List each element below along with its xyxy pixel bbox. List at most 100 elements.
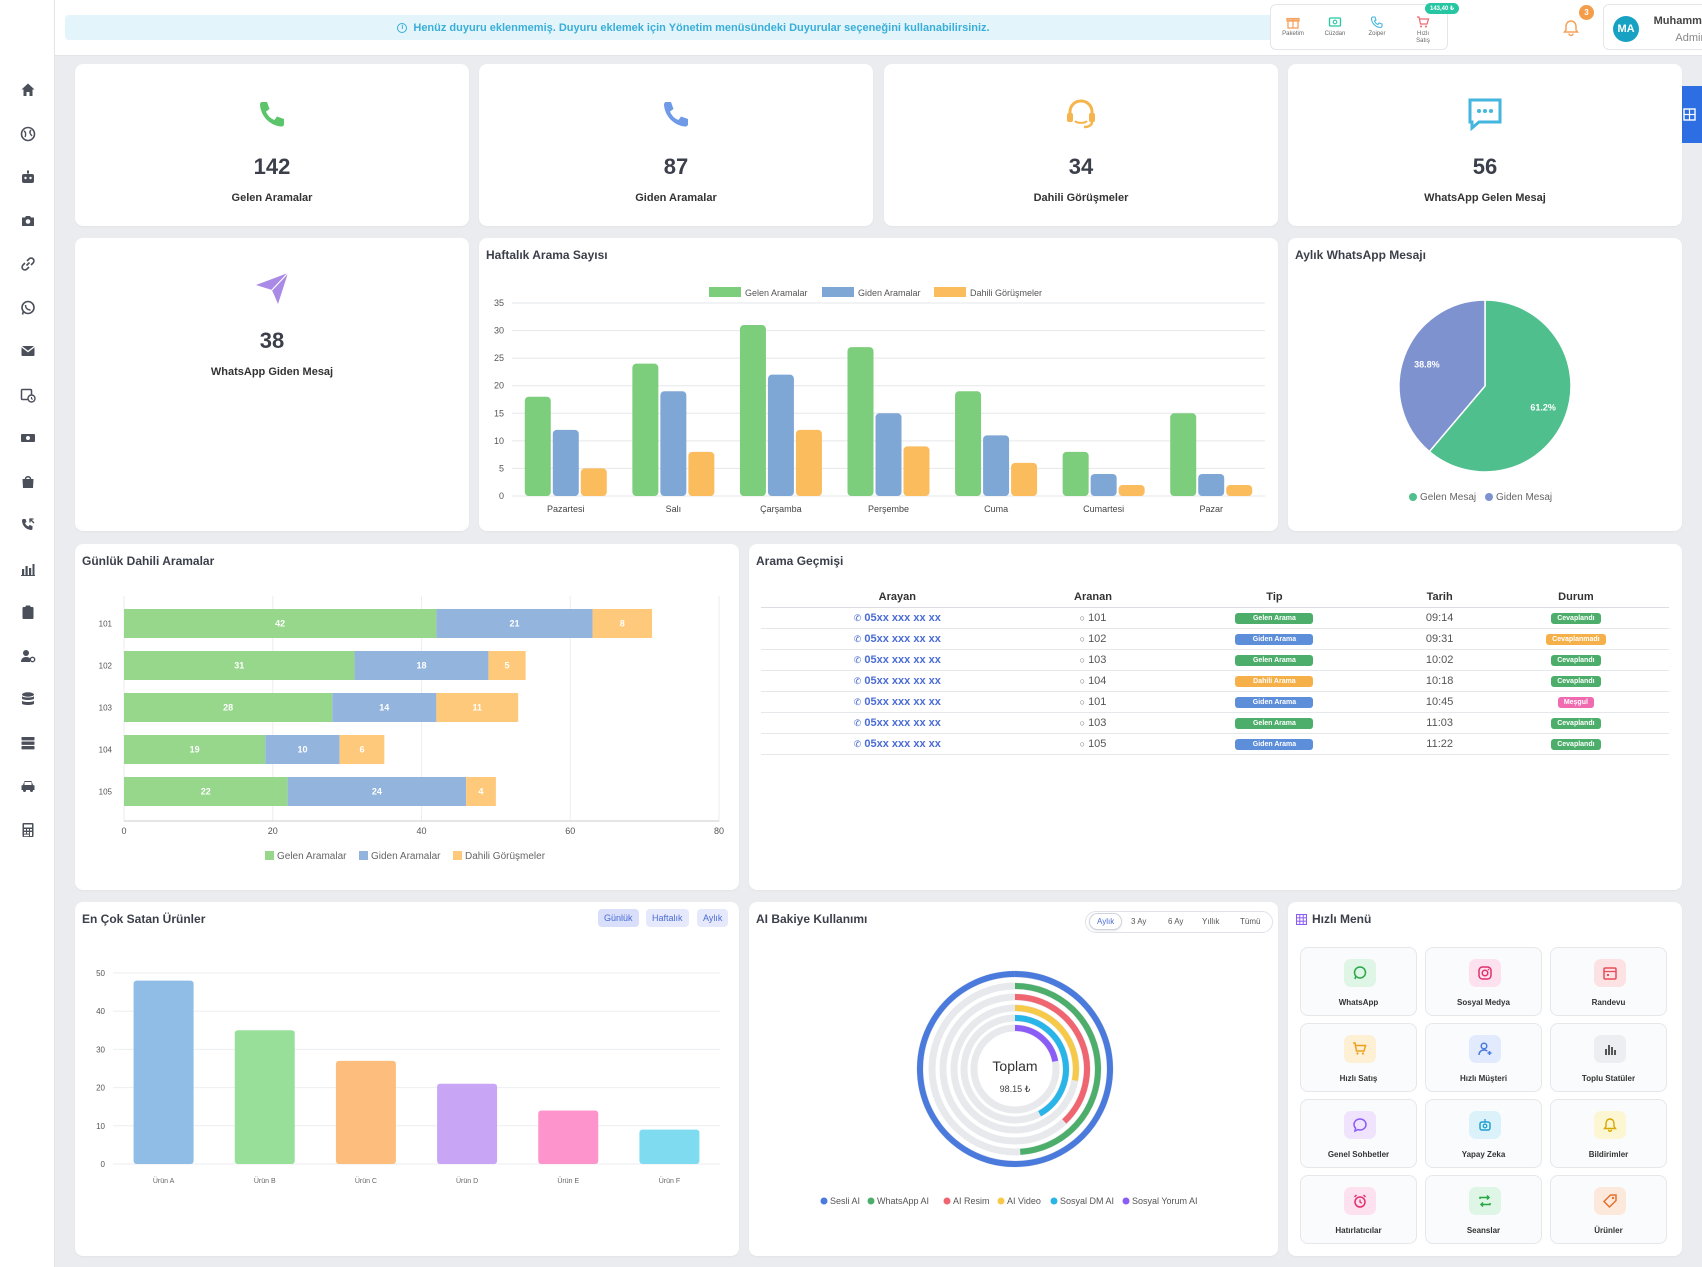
wallet-button[interactable]: Cüzdan — [1315, 15, 1355, 37]
legend-label: Gelen Aramalar — [745, 288, 808, 298]
notifications-button[interactable] — [1561, 18, 1581, 38]
table-row[interactable]: ✆ 05xx xxx xx xx ○ 101 Giden Arama 10:45 Meş… — [761, 691, 1669, 713]
period-3-months[interactable]: 3 Ay — [1131, 917, 1147, 926]
user-settings-icon[interactable] — [18, 646, 38, 666]
robot-icon[interactable] — [18, 167, 38, 187]
bar-segment — [466, 777, 496, 806]
quick-menu-item-whatsapp[interactable]: WhatsApp — [1300, 947, 1417, 1016]
legend-swatch — [453, 851, 462, 860]
quick-sale-button[interactable]: Hızlı Satış — [1399, 15, 1447, 45]
table-row[interactable]: ✆ 05xx xxx xx xx ○ 102 Giden Arama 09:31 Cev… — [761, 628, 1669, 650]
phone-icon: ✆ — [853, 633, 862, 644]
caller-cell[interactable]: ✆ 05xx xxx xx xx — [761, 628, 1034, 650]
y-tick-label: 0 — [499, 491, 504, 501]
tab-weekly[interactable]: Haftalık — [646, 909, 689, 927]
caller-cell[interactable]: ✆ 05xx xxx xx xx — [761, 733, 1034, 755]
col-callee: Aranan — [1033, 588, 1153, 608]
phone-callback-icon[interactable] — [18, 515, 38, 535]
period-monthly[interactable]: Aylık — [1089, 913, 1123, 930]
outgoing-calls-label: Giden Aramalar — [635, 192, 717, 204]
quick-menu-item-hızlı-satış[interactable]: Hızlı Satış — [1300, 1023, 1417, 1092]
quick-menu-item-genel-sohbetler[interactable]: Genel Sohbetler — [1300, 1099, 1417, 1168]
whatsapp-icon[interactable] — [18, 298, 38, 318]
bar-gelen-aramalar — [524, 396, 551, 496]
table-row[interactable]: ✆ 05xx xxx xx xx ○ 103 Gelen Arama 10:02 Cev… — [761, 649, 1669, 671]
package-button[interactable]: Paketim — [1273, 15, 1313, 37]
bar-chart-icon — [1594, 1035, 1626, 1063]
bar-dahili-görüşmeler — [1118, 484, 1145, 496]
status-badge: Cevaplandı — [1551, 739, 1601, 750]
quick-sale-label: Hızlı Satış — [1416, 31, 1430, 44]
legend-label: Sosyal DM AI — [1060, 1196, 1114, 1206]
link-icon[interactable] — [18, 254, 38, 274]
phone-icon: ✆ — [853, 654, 862, 665]
bar-dahili-görüşmeler — [580, 468, 607, 496]
mail-icon[interactable] — [18, 341, 38, 361]
quick-menu-item-bildirimler[interactable]: Bildirimler — [1550, 1099, 1667, 1168]
legend-dot — [1122, 1197, 1130, 1205]
quick-menu-item-toplu-statüler[interactable]: Toplu Statüler — [1550, 1023, 1667, 1092]
table-row[interactable]: ✆ 05xx xxx xx xx ○ 104 Dahili Arama 10:18 Ce… — [761, 670, 1669, 692]
user-icon: ○ — [1079, 717, 1085, 728]
bag-icon[interactable] — [18, 472, 38, 492]
quick-menu-item-yapay-zeka[interactable]: Yapay Zeka — [1425, 1099, 1542, 1168]
quick-menu-label: Hızlı Müşteri — [1459, 1074, 1508, 1083]
period-all[interactable]: Tümü — [1240, 917, 1261, 926]
caller-cell[interactable]: ✆ 05xx xxx xx xx — [761, 649, 1034, 671]
type-cell: Gelen Arama — [1152, 649, 1397, 671]
money-icon[interactable] — [18, 428, 38, 448]
time-cell: 10:02 — [1396, 649, 1483, 671]
caller-cell[interactable]: ✆ 05xx xxx xx xx — [761, 691, 1034, 713]
quick-menu-item-sosyal-medya[interactable]: Sosyal Medya — [1425, 947, 1542, 1016]
calendar-clock-icon[interactable] — [18, 385, 38, 405]
caller-cell[interactable]: ✆ 05xx xxx xx xx — [761, 712, 1034, 734]
table-row[interactable]: ✆ 05xx xxx xx xx ○ 103 Gelen Arama 11:03 Cev… — [761, 712, 1669, 734]
quick-menu-item-hatırlatıcılar[interactable]: Hatırlatıcılar — [1300, 1175, 1417, 1244]
server-icon[interactable] — [18, 733, 38, 753]
cart-icon — [1399, 15, 1447, 31]
call-type-text: Giden Arama — [1252, 699, 1297, 706]
bar-gelen-aramalar — [739, 325, 766, 496]
bar-segment — [339, 735, 385, 764]
y-tick-label: 0 — [101, 1160, 106, 1169]
bar-segment — [124, 693, 333, 722]
bar-chart-icon[interactable] — [18, 559, 38, 579]
phone-icon: ✆ — [853, 675, 862, 686]
calculator-icon[interactable] — [18, 820, 38, 840]
home-icon[interactable] — [18, 80, 38, 100]
phone-incoming-icon — [75, 94, 469, 138]
car-icon[interactable] — [18, 776, 38, 796]
table-row[interactable]: ✆ 05xx xxx xx xx ○ 105 Giden Arama 11:22 Cev… — [761, 733, 1669, 755]
table-row[interactable]: ✆ 05xx xxx xx xx ○ 101 Gelen Arama 09:14 Cev… — [761, 607, 1669, 629]
legend-dot — [1485, 493, 1493, 501]
legend-label: Giden Mesaj — [1496, 492, 1552, 503]
globe-icon[interactable] — [18, 124, 38, 144]
quick-menu-label: Hatırlatıcılar — [1335, 1226, 1382, 1235]
caller-cell[interactable]: ✆ 05xx xxx xx xx — [761, 607, 1034, 629]
zoiper-label: Zoiper — [1368, 31, 1386, 37]
bar-value-label: 5 — [505, 661, 510, 671]
pie-slice-gelen-mesaj — [1428, 299, 1572, 473]
bar-product — [538, 1110, 599, 1164]
bar-segment — [488, 651, 526, 680]
x-tick-label: Cumartesi — [1083, 504, 1124, 514]
quick-menu-item-randevu[interactable]: Randevu — [1550, 947, 1667, 1016]
user-menu[interactable]: MA Muhammet Ali Admin — [1603, 4, 1702, 50]
zoiper-button[interactable]: Zoiper — [1357, 15, 1397, 37]
tab-daily[interactable]: Günlük — [598, 909, 639, 927]
period-6-months[interactable]: 6 Ay — [1168, 917, 1184, 926]
quick-menu-item-ürünler[interactable]: Ürünler — [1550, 1175, 1667, 1244]
caller-cell[interactable]: ✆ 05xx xxx xx xx — [761, 670, 1034, 692]
x-tick-label: Perşembe — [868, 504, 909, 514]
quick-menu-item-seanslar[interactable]: Seanslar — [1425, 1175, 1542, 1244]
legend-dot — [867, 1197, 875, 1205]
camera-icon[interactable] — [18, 211, 38, 231]
quick-menu-item-hızlı-müşteri[interactable]: Hızlı Müşteri — [1425, 1023, 1542, 1092]
period-yearly[interactable]: Yıllık — [1202, 917, 1220, 926]
clipboard-icon[interactable] — [18, 602, 38, 622]
database-icon[interactable] — [18, 689, 38, 709]
bell-icon — [1563, 20, 1579, 37]
y-tick-label: 10 — [96, 1122, 105, 1131]
tab-monthly[interactable]: Aylık — [697, 909, 729, 927]
callee-cell: ○ 103 — [1033, 712, 1153, 734]
